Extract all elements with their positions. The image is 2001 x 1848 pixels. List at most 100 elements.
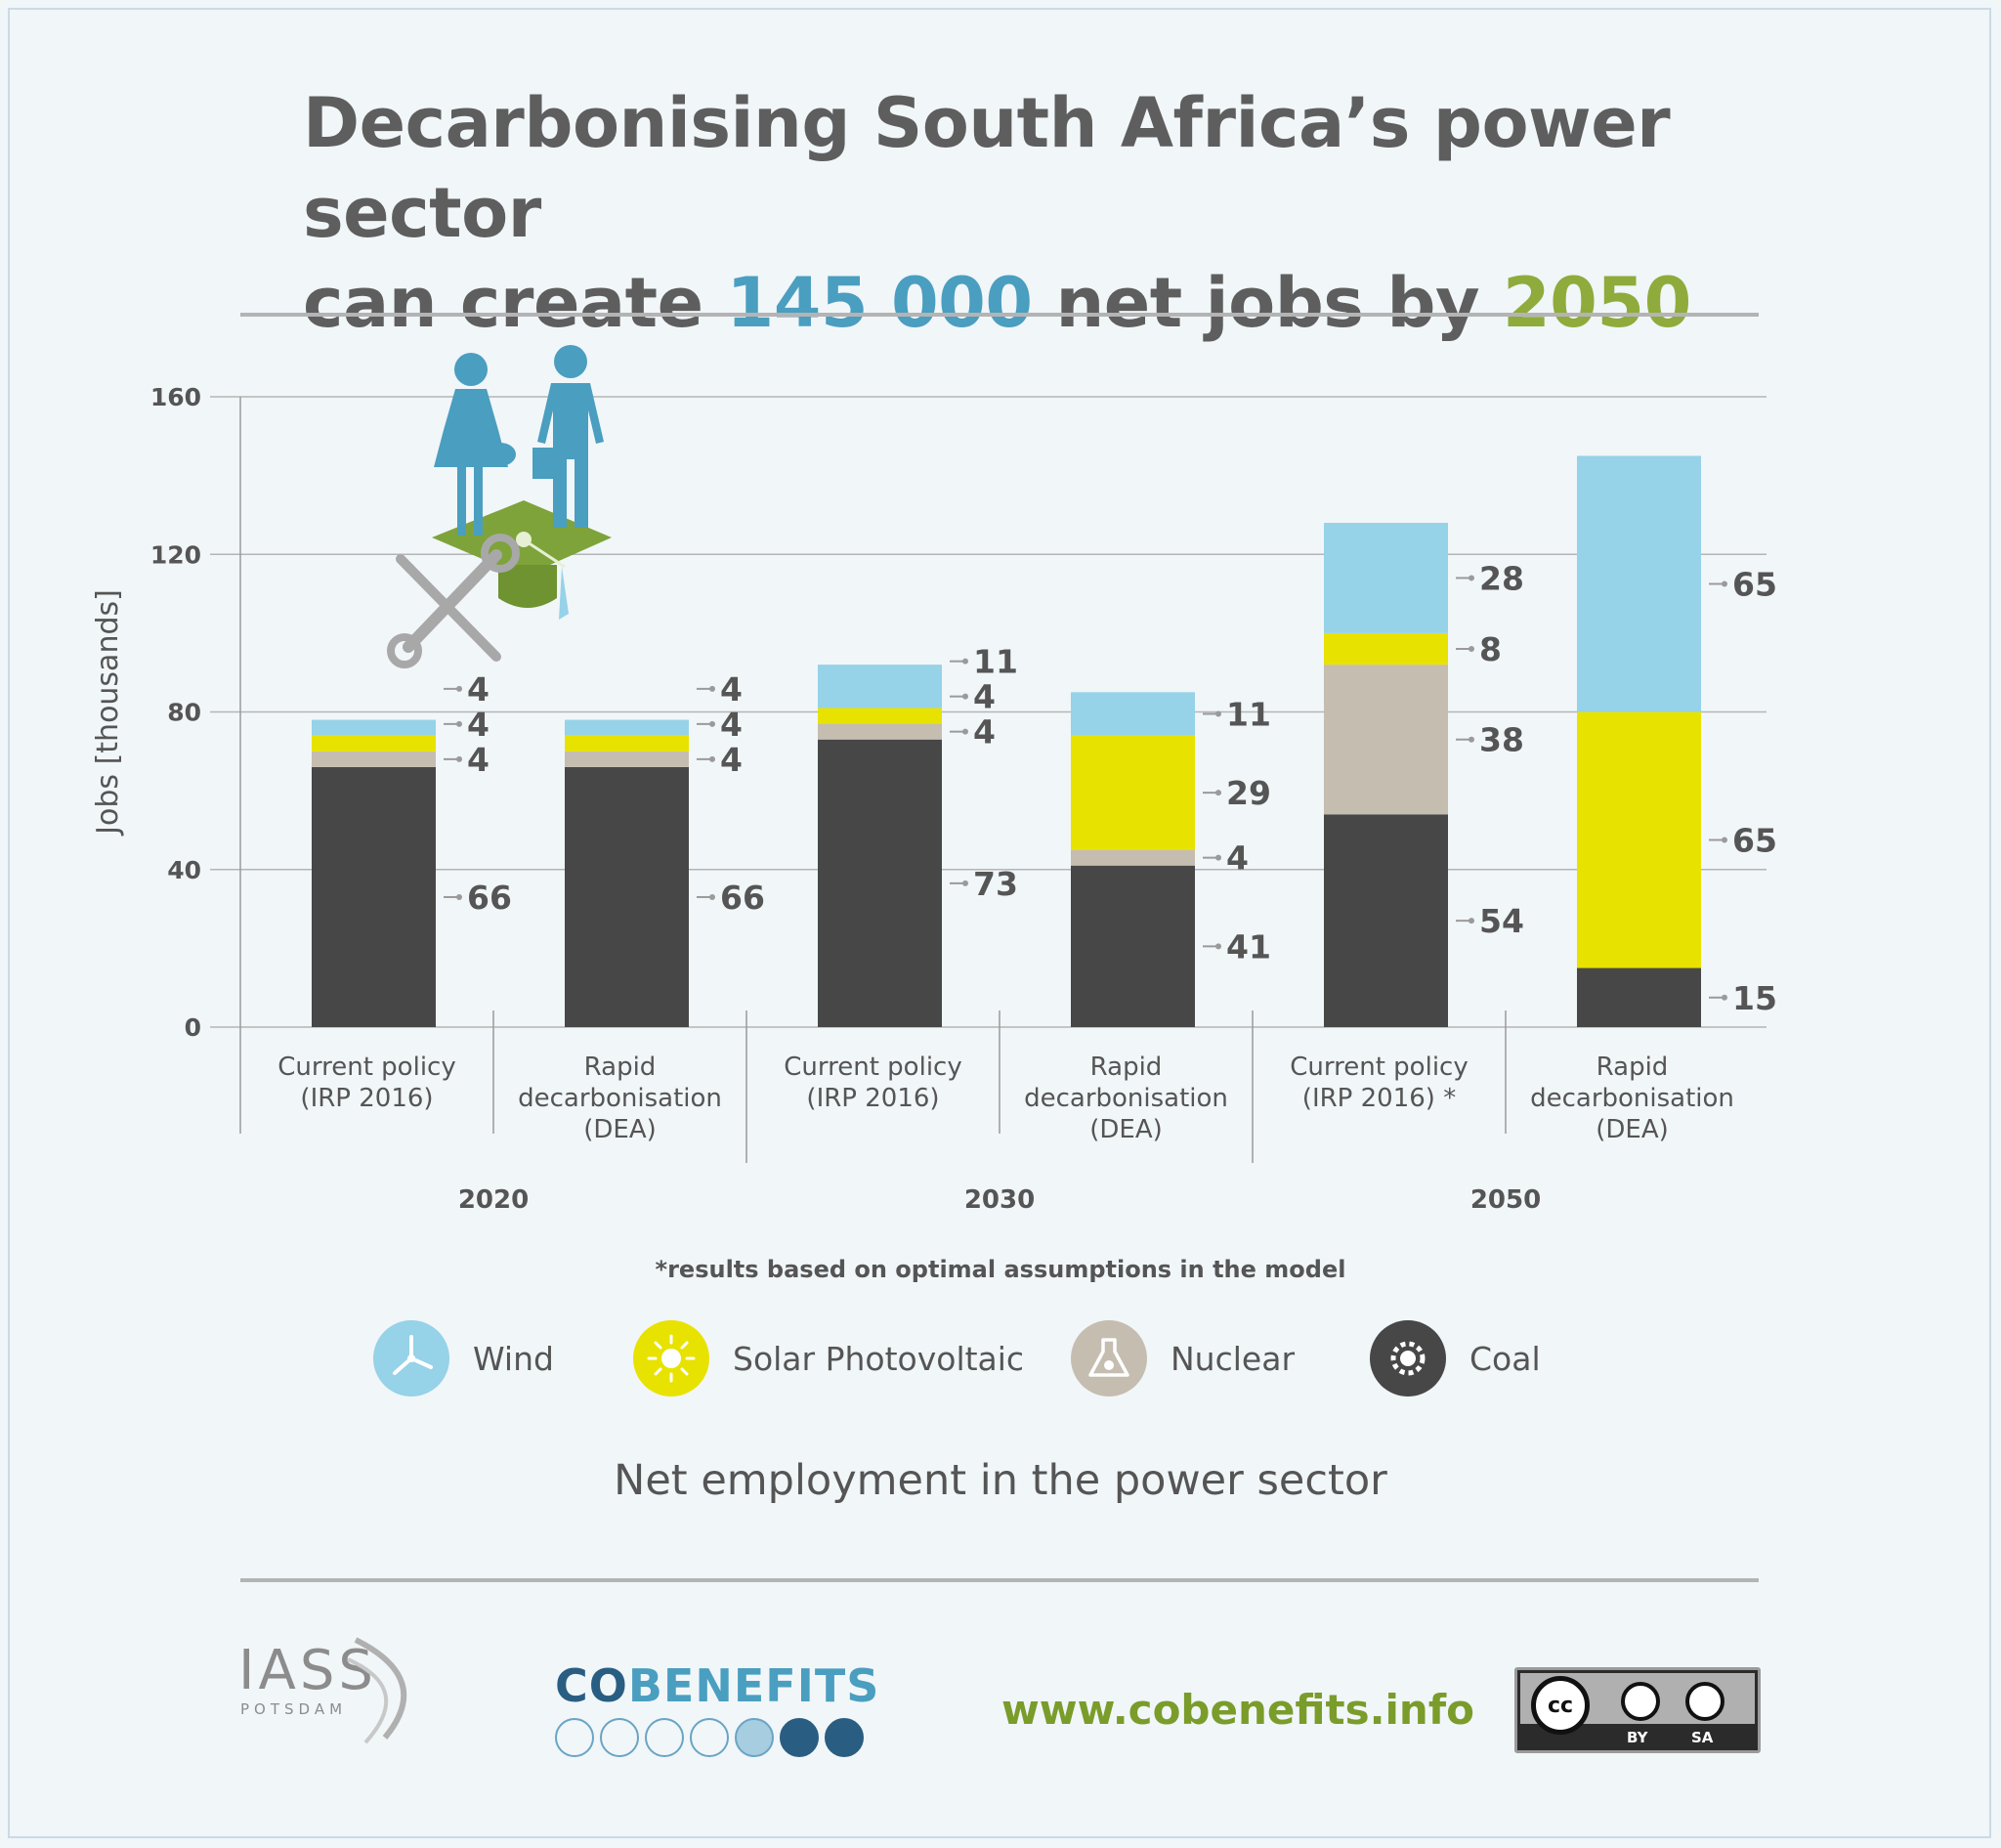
bar-segment-wind <box>1324 523 1448 633</box>
y-tick-label: 0 <box>185 1013 201 1042</box>
y-axis-label: Jobs [thousands] <box>91 589 125 837</box>
data-label: 15 <box>1732 979 1777 1017</box>
data-label: 4 <box>973 713 996 752</box>
bar-segment-solar-photovoltaic <box>1577 711 1701 968</box>
x-category-label: Rapid <box>1597 1053 1669 1082</box>
data-label-dot <box>1722 580 1727 587</box>
x-category-label: (DEA) <box>1089 1115 1163 1144</box>
data-label: 28 <box>1479 559 1524 597</box>
cob-part2: BENEFITS <box>627 1659 880 1712</box>
bar-segment-wind <box>1071 692 1195 736</box>
data-label: 66 <box>720 879 765 917</box>
eye-icon <box>735 1718 774 1757</box>
bar-segment-wind <box>312 719 436 736</box>
data-label-dot <box>709 685 715 692</box>
data-label-dot <box>456 720 462 727</box>
data-label-dot <box>456 685 462 692</box>
chart-subtitle: Net employment in the power sector <box>614 1456 1387 1505</box>
data-label-dot <box>1215 943 1221 950</box>
title-mid: net jobs by <box>1032 263 1503 343</box>
bar-segment-solar-photovoltaic <box>818 708 942 724</box>
x-category-label: (IRP 2016) <box>300 1084 433 1113</box>
data-label: 54 <box>1479 902 1524 940</box>
data-label: 4 <box>720 706 743 744</box>
legend-item-solar: Solar Photovoltaic <box>633 1319 1024 1397</box>
x-category-label: decarbonisation <box>1024 1084 1228 1113</box>
title-line-1: Decarbonising South Africa’s power secto… <box>303 83 1671 253</box>
legend-item-nuclear: Nuclear <box>1071 1319 1295 1397</box>
data-label-dot <box>456 893 462 900</box>
data-label: 4 <box>720 670 743 709</box>
woman-leg-icon <box>474 467 483 536</box>
infographic-frame <box>8 8 1991 1838</box>
data-label: 73 <box>973 865 1018 903</box>
iass-logo-name: IASS <box>238 1639 377 1702</box>
cob-part1: CO <box>555 1659 628 1712</box>
man-body-icon <box>537 383 604 528</box>
bar-segment-solar-photovoltaic <box>312 735 436 752</box>
wind-turbine-icon <box>373 1320 449 1397</box>
cc-icon: cc <box>1531 1676 1590 1735</box>
wrench-icon <box>403 549 502 653</box>
wind-icon <box>600 1718 639 1757</box>
website-link[interactable]: www.cobenefits.info <box>1001 1686 1474 1734</box>
nuclear-flask-icon <box>1071 1320 1147 1397</box>
data-label: 4 <box>467 741 490 779</box>
data-label: 4 <box>467 670 490 709</box>
coal-gear-icon <box>1370 1320 1446 1397</box>
bar-segment-wind <box>818 665 942 709</box>
data-label: 4 <box>720 741 743 779</box>
people-illustration <box>387 345 612 668</box>
title-pre: can create <box>303 263 727 343</box>
bar-segment-nuclear <box>312 751 436 767</box>
x-group-label: 2050 <box>1470 1185 1541 1215</box>
license-sa: SA <box>1691 1729 1714 1746</box>
chart-axes: 0 40 80 120 160 Jobs [thousands] Current polic… <box>91 383 1734 1215</box>
y-tick-label: 160 <box>150 383 201 411</box>
cobenefits-logo: COBENEFITS <box>555 1661 879 1757</box>
data-label: 8 <box>1479 630 1502 668</box>
data-label: 11 <box>973 643 1018 681</box>
iass-logo-sub: POTSDAM <box>240 1700 348 1718</box>
gear-icon <box>690 1718 729 1757</box>
leaf-icon <box>645 1718 684 1757</box>
data-label: 38 <box>1479 721 1524 759</box>
data-label-dot <box>1469 575 1474 581</box>
bar-segment-nuclear <box>818 723 942 740</box>
sun-icon <box>633 1320 709 1397</box>
x-category-label: (IRP 2016) <box>806 1084 939 1113</box>
wrench-head-icon <box>481 534 520 573</box>
legend-item-wind: Wind <box>373 1319 554 1397</box>
legend-label-coal: Coal <box>1469 1339 1541 1378</box>
bar-segment-coal <box>565 766 689 1027</box>
data-label-dot <box>1469 736 1474 743</box>
bar-segment-solar-photovoltaic <box>565 735 689 752</box>
bar-segment-nuclear <box>1324 665 1448 815</box>
bar-segment-nuclear <box>1071 849 1195 866</box>
cobenefits-logo-name: COBENEFITS <box>555 1661 879 1710</box>
man-head-icon <box>554 345 587 378</box>
data-label: 65 <box>1732 822 1777 860</box>
x-category-label: (DEA) <box>1596 1115 1669 1144</box>
bar-segment-coal <box>1071 865 1195 1027</box>
cc-license-badge[interactable]: cc BY SA <box>1514 1667 1761 1753</box>
data-label: 4 <box>1226 839 1249 878</box>
bar-segment-coal <box>1324 814 1448 1027</box>
data-label: 4 <box>467 706 490 744</box>
data-label-dot <box>962 693 968 700</box>
legend-item-coal: Coal <box>1370 1319 1541 1397</box>
legend-label-wind: Wind <box>473 1339 554 1378</box>
x-category-label: Current policy <box>784 1053 961 1082</box>
legend-label-nuclear: Nuclear <box>1171 1339 1296 1378</box>
data-label: 29 <box>1226 774 1271 812</box>
y-tick-label: 80 <box>167 699 201 727</box>
x-category-label: Current policy <box>277 1053 455 1082</box>
bottom-divider <box>240 1578 1759 1582</box>
title-year: 2050 <box>1502 263 1691 343</box>
bar-segment-coal <box>312 766 436 1027</box>
bar-segment-coal <box>818 739 942 1027</box>
x-category-label: Rapid <box>584 1053 657 1082</box>
license-by: BY <box>1627 1729 1648 1746</box>
briefcase-icon <box>780 1718 819 1757</box>
data-label-dot <box>962 728 968 735</box>
